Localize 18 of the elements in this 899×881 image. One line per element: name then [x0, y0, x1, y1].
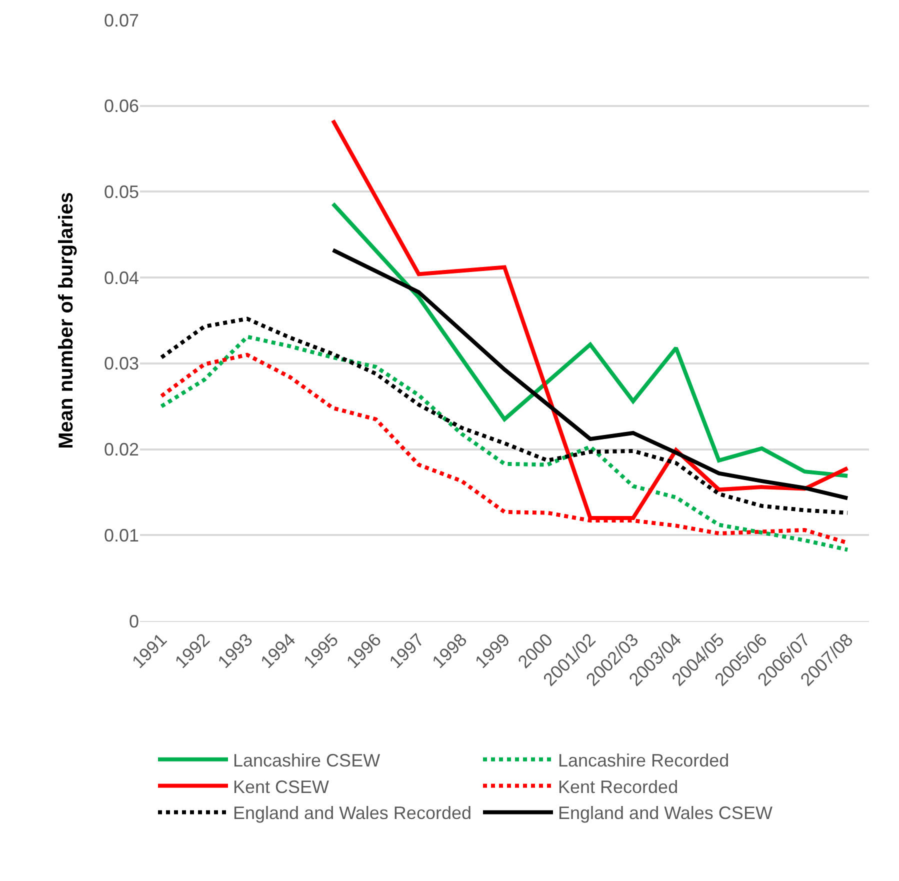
legend-label: Kent Recorded	[558, 776, 678, 797]
legend-label: Kent CSEW	[233, 776, 330, 797]
y-tick-label: 0	[128, 611, 139, 632]
y-tick-label: 0.06	[104, 96, 139, 116]
y-tick-label: 0.07	[104, 10, 139, 30]
legend-label: England and Wales Recorded	[233, 803, 472, 824]
line-series	[159, 316, 850, 515]
legend-label: Lancashire Recorded	[558, 750, 730, 770]
line-series	[330, 248, 850, 500]
y-tick-label: 0.03	[104, 354, 139, 374]
y-tick-label: 0.05	[104, 182, 139, 202]
y-tick-label: 0.04	[104, 268, 139, 288]
legend-label: England and Wales CSEW	[558, 803, 772, 824]
y-tick-label: 0.02	[104, 440, 139, 460]
line-series	[330, 202, 850, 478]
y-axis-title: Mean number of burglaries	[55, 192, 78, 449]
legend-label: Lancashire CSEW	[233, 750, 380, 770]
y-tick-label: 0.01	[104, 525, 139, 546]
